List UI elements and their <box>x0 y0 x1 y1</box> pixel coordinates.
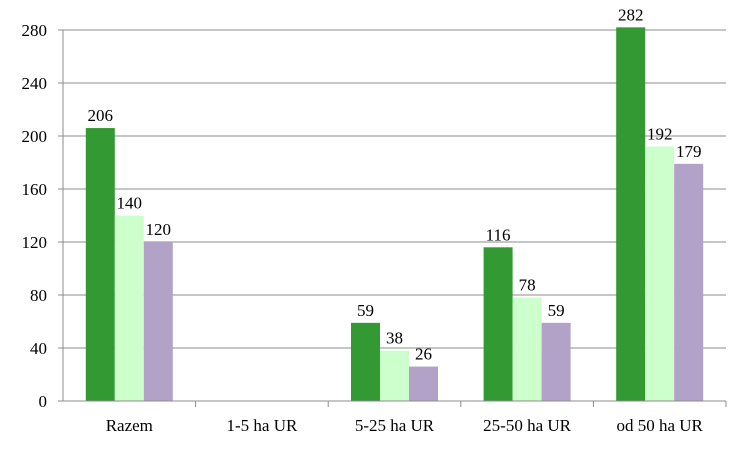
bar-value-label: 26 <box>415 345 432 364</box>
y-tick-label: 160 <box>22 180 48 199</box>
bar <box>114 215 144 401</box>
bar <box>483 247 513 401</box>
bar-value-label: 140 <box>117 194 143 213</box>
bar <box>351 322 380 401</box>
bar-value-label: 38 <box>386 329 403 348</box>
bar-value-label: 282 <box>618 5 644 24</box>
bar-value-label: 206 <box>88 106 114 125</box>
y-tick-label: 80 <box>30 286 47 305</box>
bar-value-label: 120 <box>146 220 172 239</box>
gridlines <box>63 29 726 349</box>
y-tick-label: 240 <box>22 74 48 93</box>
x-category-label: 5-25 ha UR <box>355 416 435 435</box>
bar <box>143 242 173 401</box>
bar-value-label: 179 <box>676 142 702 161</box>
x-category-label: 1-5 ha UR <box>226 416 297 435</box>
bar <box>380 350 409 401</box>
bar <box>512 297 542 401</box>
bar <box>409 366 438 401</box>
x-category-label: 25-50 ha UR <box>483 416 571 435</box>
y-axis-ticks: 0 40 80 120 160 200 240 280 <box>22 21 63 411</box>
y-tick-label: 280 <box>22 21 48 40</box>
x-category-label: Razem <box>106 416 153 435</box>
x-axis: Razem 1-5 ha UR 5-25 ha UR 25-50 ha UR od 50… <box>62 30 727 435</box>
bar-value-label: 192 <box>647 125 673 144</box>
bar <box>541 322 571 401</box>
x-category-label: od 50 ha UR <box>616 416 703 435</box>
bar-value-label: 116 <box>486 225 511 244</box>
y-tick-label: 200 <box>22 127 48 146</box>
bar-value-label: 59 <box>548 301 565 320</box>
bars <box>85 27 704 402</box>
y-tick-label: 0 <box>39 392 48 411</box>
bar-value-label: 59 <box>357 301 374 320</box>
bar <box>674 163 704 401</box>
bar <box>85 128 115 402</box>
bar <box>645 146 675 401</box>
y-tick-label: 40 <box>30 339 47 358</box>
bar-value-label: 78 <box>519 276 536 295</box>
y-tick-label: 120 <box>22 233 48 252</box>
bar <box>616 27 646 401</box>
